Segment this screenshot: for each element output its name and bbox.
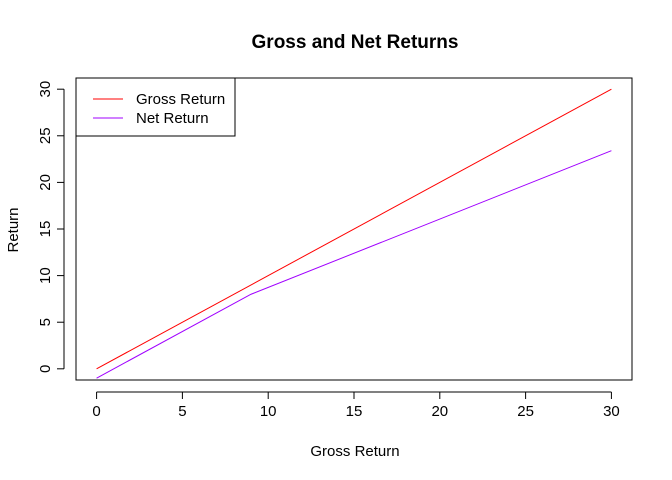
- chart-title: Gross and Net Returns: [252, 32, 459, 53]
- x-tick-label: 30: [603, 403, 620, 420]
- x-tick-label: 15: [346, 403, 363, 420]
- legend-label: Net Return: [136, 110, 209, 127]
- legend: Gross Return Net Return: [75, 77, 236, 137]
- y-tick-label: 30: [37, 81, 54, 98]
- x-axis-label: Gross Return: [310, 443, 399, 460]
- series-layer: [96, 88, 612, 379]
- y-tick-label: 20: [37, 174, 54, 191]
- y-axis: 0 5 10 15 20 25 30: [37, 81, 65, 373]
- y-tick-label: 10: [37, 267, 54, 284]
- x-tick-label: 5: [178, 403, 186, 420]
- y-tick-label: 0: [37, 365, 54, 373]
- plot-area-frame: [75, 77, 633, 381]
- legend-label: Gross Return: [136, 91, 225, 108]
- y-axis-label: Return: [5, 207, 22, 252]
- x-tick-label: 20: [431, 403, 448, 420]
- x-axis: 0 5 10 15 20 25 30: [92, 391, 620, 420]
- y-tick-label: 5: [37, 318, 54, 326]
- x-tick-label: 10: [260, 403, 277, 420]
- y-tick-label: 15: [37, 221, 54, 238]
- series-line-gross-return: [96, 88, 612, 370]
- x-tick-label: 0: [92, 403, 100, 420]
- series-line-net-return: [96, 150, 612, 379]
- legend-box: [75, 77, 236, 137]
- y-tick-label: 25: [37, 127, 54, 144]
- x-tick-label: 25: [517, 403, 534, 420]
